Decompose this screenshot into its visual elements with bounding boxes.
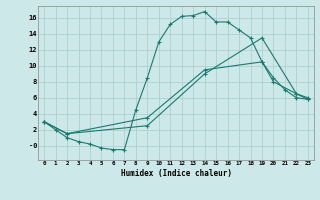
- X-axis label: Humidex (Indice chaleur): Humidex (Indice chaleur): [121, 169, 231, 178]
